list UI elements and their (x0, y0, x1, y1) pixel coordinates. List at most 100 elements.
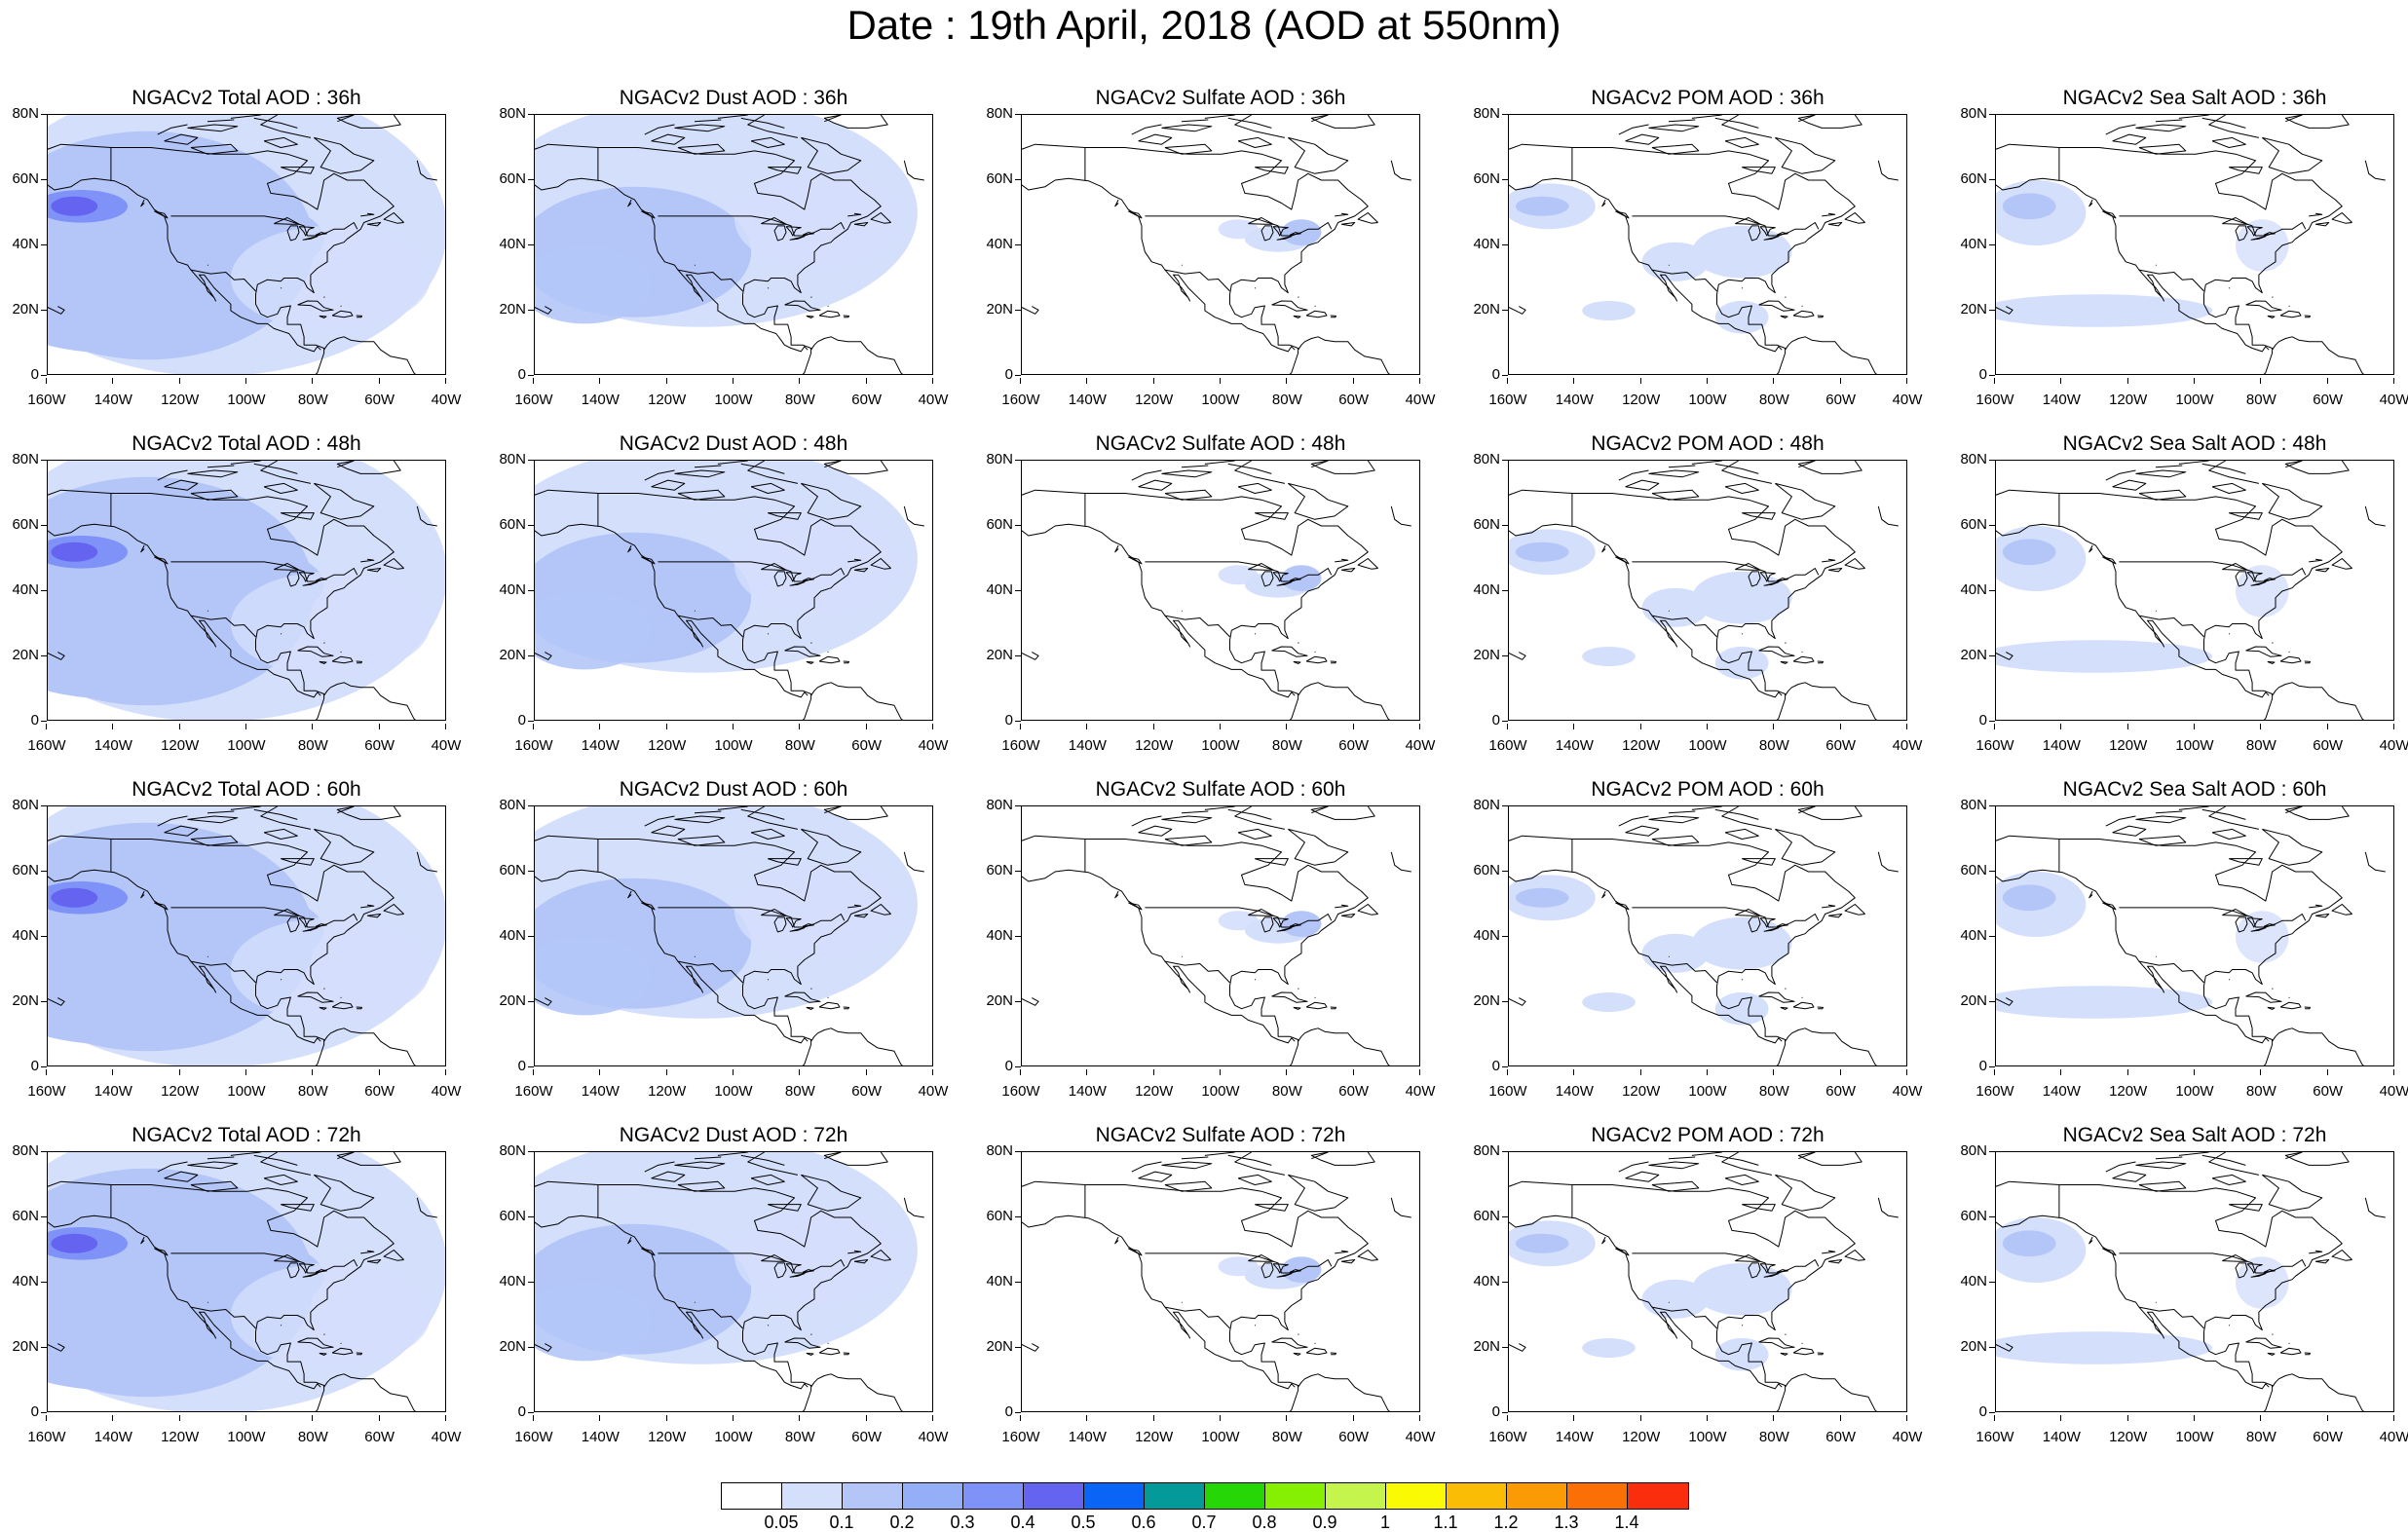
longitude-tick-label: 40W (904, 1069, 962, 1100)
latitude-tick-label: 0 (974, 367, 1021, 383)
longitude-tick-label: 40W (1878, 1069, 1937, 1100)
aod-map (1995, 805, 2394, 1066)
latitude-tick-label: 40N (1461, 1274, 1508, 1289)
aod-map (1021, 114, 1420, 375)
latitude-tick-label: 0 (487, 713, 534, 729)
aod-map (1995, 1151, 2394, 1412)
longitude-tick-label: 100W (1191, 1415, 1250, 1445)
longitude-tick-label: 120W (2099, 724, 2158, 754)
longitude-tick-label: 100W (217, 724, 276, 754)
longitude-tick-label: 40W (417, 1069, 475, 1100)
map-panel-pom-row2: NGACv2 POM AOD : 48h 80N 60N 40N 20N 0 160W 140… (1461, 431, 1948, 763)
latitude-tick-label: 20N (0, 1339, 47, 1355)
longitude-tick-label: 40W (417, 378, 475, 408)
longitude-tick-label: 140W (84, 1415, 142, 1445)
longitude-tick-label: 140W (571, 378, 629, 408)
longitude-tick-label: 60W (838, 1415, 896, 1445)
longitude-tick-label: 40W (904, 1415, 962, 1445)
figure-title: Date : 19th April, 2018 (AOD at 550nm) (847, 2, 1561, 48)
latitude-tick-label: 60N (487, 863, 534, 878)
latitude-tick-label: 60N (1948, 1209, 1995, 1224)
longitude-tick-label: 100W (1191, 724, 1250, 754)
aod-map-graphic (1022, 461, 1411, 720)
colorbar-label: 1 (1379, 1513, 1390, 1532)
longitude-tick-label: 80W (1258, 1415, 1316, 1445)
longitude-tick-label: 80W (1745, 724, 1803, 754)
latitude-tick-label: 80N (0, 106, 47, 122)
latitude-tick-label: 60N (1948, 863, 1995, 878)
colorbar-label: 0.5 (1071, 1513, 1096, 1532)
latitude-tick-label: 0 (1948, 367, 1995, 383)
colorbar-swatch (722, 1483, 782, 1509)
latitude-tick-label: 80N (1948, 798, 1995, 813)
map-panel-pom-row1: NGACv2 POM AOD : 36h 80N 60N 40N 20N 0 160W 140… (1461, 86, 1948, 417)
latitude-tick-label: 40N (1948, 1274, 1995, 1289)
colorbar-label: 0.6 (1131, 1513, 1156, 1532)
latitude-tick-label: 80N (487, 452, 534, 467)
latitude-tick-label: 60N (487, 1209, 534, 1224)
longitude-tick-label: 120W (638, 724, 696, 754)
longitude-tick-label: 140W (1058, 724, 1116, 754)
colorbar-label: 1.1 (1433, 1513, 1458, 1532)
latitude-tick-label: 0 (487, 1059, 534, 1074)
latitude-tick-label: 20N (1461, 302, 1508, 318)
longitude-tick-label: 80W (2232, 378, 2290, 408)
latitude-tick-label: 20N (974, 993, 1021, 1009)
aod-map (1021, 1151, 1420, 1412)
aod-map-graphic (1509, 806, 1899, 1065)
longitude-tick-label: 140W (1058, 1069, 1116, 1100)
latitude-tick-label: 60N (0, 171, 47, 187)
map-panel-dust-row4: NGACv2 Dust AOD : 72h 80N 60N 40N 20N 0 160W 14… (487, 1123, 974, 1454)
aod-map-graphic (1996, 806, 2386, 1065)
longitude-tick-label: 60W (1812, 1415, 1870, 1445)
colorbar-swatch (843, 1483, 903, 1509)
longitude-tick-label: 80W (283, 1415, 342, 1445)
aod-map (534, 805, 933, 1066)
longitude-tick-label: 60W (2299, 1415, 2357, 1445)
longitude-tick-label: 140W (1545, 1069, 1603, 1100)
latitude-tick-label: 80N (1461, 452, 1508, 467)
colorbar-swatch (1447, 1483, 1507, 1509)
longitude-tick-label: 120W (151, 1069, 209, 1100)
longitude-tick-label: 140W (571, 1069, 629, 1100)
longitude-tick-label: 80W (1258, 724, 1316, 754)
aod-map-graphic (1509, 115, 1899, 374)
longitude-tick-label: 60W (838, 378, 896, 408)
longitude-tick-label: 40W (2365, 1415, 2408, 1445)
longitude-tick-label: 80W (771, 1415, 829, 1445)
longitude-tick-label: 160W (992, 724, 1050, 754)
aod-map (1021, 460, 1420, 721)
longitude-tick-label: 60W (1325, 1415, 1383, 1445)
longitude-tick-label: 100W (1678, 1069, 1737, 1100)
longitude-tick-label: 80W (1258, 1069, 1316, 1100)
longitude-tick-label: 140W (84, 378, 142, 408)
longitude-tick-label: 80W (283, 724, 342, 754)
colorbar-swatch (903, 1483, 963, 1509)
longitude-tick-label: 100W (217, 1415, 276, 1445)
latitude-tick-label: 80N (1461, 798, 1508, 813)
longitude-tick-label: 40W (1391, 378, 1449, 408)
panel-title: NGACv2 Sea Salt AOD : 72h (2062, 1124, 2327, 1146)
aod-map (1508, 1151, 1907, 1412)
latitude-tick-label: 20N (1461, 1339, 1508, 1355)
longitude-tick-label: 60W (2299, 1069, 2357, 1100)
longitude-tick-label: 160W (18, 378, 76, 408)
longitude-tick-label: 160W (1966, 378, 2024, 408)
latitude-tick-label: 60N (1461, 171, 1508, 187)
panel-title: NGACv2 Sulfate AOD : 60h (1095, 778, 1346, 801)
colorbar-swatch (1628, 1483, 1688, 1509)
colorbar-swatch (963, 1483, 1024, 1509)
latitude-tick-label: 40N (1948, 928, 1995, 944)
longitude-tick-label: 60W (351, 1415, 409, 1445)
longitude-tick-label: 160W (992, 378, 1050, 408)
longitude-tick-label: 140W (84, 724, 142, 754)
aod-map-graphic (48, 806, 445, 1065)
longitude-tick-label: 160W (1479, 1069, 1537, 1100)
longitude-tick-label: 120W (638, 1415, 696, 1445)
latitude-tick-label: 80N (1461, 106, 1508, 122)
longitude-tick-label: 160W (1966, 1415, 2024, 1445)
longitude-tick-label: 80W (1745, 1069, 1803, 1100)
longitude-tick-label: 100W (1678, 724, 1737, 754)
aod-map-graphic (535, 806, 924, 1065)
latitude-tick-label: 20N (487, 1339, 534, 1355)
